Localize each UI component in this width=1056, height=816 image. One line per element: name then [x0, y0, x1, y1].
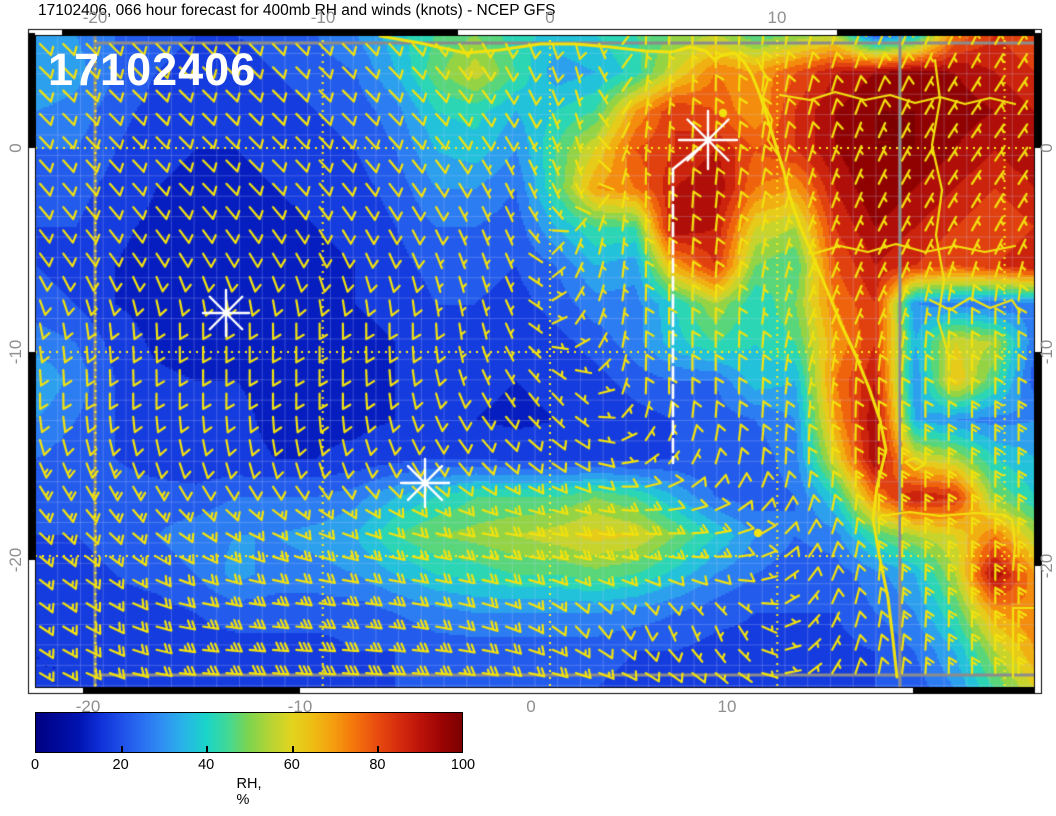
axis-tick-label: 0: [545, 8, 555, 27]
colorbar-tick-label: 20: [112, 757, 129, 773]
axis-tick-label: 0: [526, 697, 536, 716]
axis-tick-label: 0: [1037, 143, 1056, 153]
colorbar-tickmark: [120, 746, 123, 752]
axis-tick-label: -20: [6, 547, 25, 573]
axis-tick-label: -20: [1037, 553, 1056, 579]
colorbar-tick-label: 40: [198, 757, 215, 773]
colorbar-tickmark: [291, 746, 294, 752]
colorbar-tick-label: 60: [283, 757, 300, 773]
axis-tick-label: -10: [1037, 339, 1056, 365]
axis-tick-label: 10: [717, 697, 737, 716]
colorbar-tickmark: [206, 746, 209, 752]
cycle-id-overlay: 17102406: [48, 44, 257, 95]
axis-tick-label: 0: [6, 143, 25, 153]
colorbar-tick-label: 100: [450, 757, 476, 773]
axis-tick-label: -10: [287, 697, 313, 716]
colorbar-tick-label: 80: [369, 757, 386, 773]
colorbar-tick-label: 0: [30, 757, 40, 773]
axis-tick-label: -20: [82, 8, 108, 27]
axis-tick-label: -20: [75, 697, 101, 716]
colorbar-gradient: [35, 712, 463, 753]
axis-tick-label: -10: [6, 339, 25, 365]
axis-tick-label: -10: [310, 8, 336, 27]
axis-tick-label: 10: [767, 8, 787, 27]
colorbar-tickmark: [377, 746, 380, 752]
colorbar-title: RH, %: [236, 776, 262, 808]
